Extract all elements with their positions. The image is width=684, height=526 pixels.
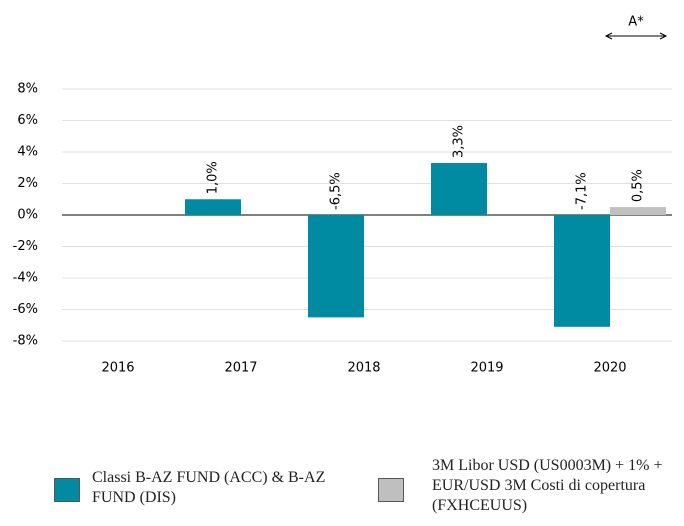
bar	[554, 215, 610, 327]
y-tick-label: 6%	[17, 113, 38, 128]
y-tick-label: 4%	[17, 145, 38, 160]
legend-swatch	[378, 478, 404, 502]
value-label: -6,5%	[329, 172, 344, 210]
x-tick-label: 2019	[470, 361, 503, 376]
y-tick-label: 0%	[17, 208, 38, 223]
legend-swatch	[54, 478, 80, 502]
y-tick-label: -2%	[13, 239, 38, 254]
y-tick-label: -6%	[13, 302, 38, 317]
y-tick-label: -8%	[13, 334, 38, 349]
x-tick-label: 2017	[224, 361, 257, 376]
annotation-arrow	[604, 32, 668, 40]
bar	[308, 215, 364, 318]
y-tick-label: 8%	[17, 82, 38, 97]
x-tick-label: 2018	[347, 361, 380, 376]
legend-label: Classi B-AZ FUND (ACC) & B-AZ FUND (DIS)	[92, 469, 326, 506]
bar	[185, 199, 241, 215]
y-tick-label: -4%	[13, 271, 38, 286]
annotation: A*	[628, 15, 644, 30]
y-tick-label: 2%	[17, 176, 38, 191]
bar	[431, 163, 487, 215]
x-tick-label: 2016	[101, 361, 134, 376]
value-label: 3,3%	[452, 125, 467, 158]
value-label: 1,0%	[206, 161, 221, 194]
value-label: 0,5%	[631, 169, 646, 202]
value-label: -7,1%	[575, 172, 590, 210]
x-tick-label: 2020	[593, 361, 626, 376]
bar	[610, 207, 666, 215]
legend-label: 3M Libor USD (US0003M) + 1% + EUR/USD 3M…	[432, 457, 663, 514]
